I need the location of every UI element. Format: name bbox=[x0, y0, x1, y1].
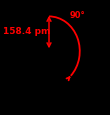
Text: 158.4 pm: 158.4 pm bbox=[3, 27, 51, 36]
Text: 90°: 90° bbox=[70, 10, 86, 19]
